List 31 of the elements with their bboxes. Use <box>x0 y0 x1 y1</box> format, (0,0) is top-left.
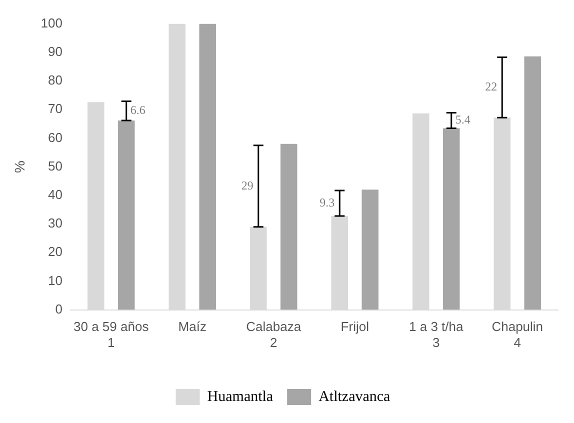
y-tick-label: 70 <box>48 101 62 116</box>
y-tick-label: 50 <box>48 158 62 174</box>
bar <box>442 128 460 310</box>
annotation: 5.4 <box>455 112 470 127</box>
y-tick-label: 40 <box>48 186 62 202</box>
bar <box>524 56 541 310</box>
bar <box>362 190 378 310</box>
y-tick-label: 30 <box>48 216 62 231</box>
y-tick-label: 20 <box>48 244 62 260</box>
bar <box>118 120 135 310</box>
y-tick-label: 0 <box>55 301 62 316</box>
legend-label: Atltzavanca <box>318 388 391 405</box>
annotation: 9.3 <box>320 195 335 210</box>
legend-label: Huamantla <box>207 388 274 405</box>
y-tick-label: 80 <box>48 72 62 88</box>
y-tick-label: 60 <box>48 130 62 145</box>
x-tick-label: 1 a 3 t/ha 3 <box>409 319 464 350</box>
bar <box>199 24 216 310</box>
y-tick-label: 10 <box>48 272 62 288</box>
annotation: 22 <box>485 80 498 94</box>
x-tick-label: Calabaza 2 <box>246 319 302 350</box>
y-axis-title: % <box>11 160 28 174</box>
x-tick-label: Maíz <box>178 319 206 334</box>
x-tick-label: 30 a 59 años 1 <box>74 319 150 350</box>
x-tick-label: Chapulin 4 <box>492 319 544 350</box>
bar <box>280 144 298 310</box>
x-tick-label: Frijol <box>340 319 370 334</box>
annotation: 29 <box>241 178 254 192</box>
annotation: 6.6 <box>130 103 146 118</box>
y-tick-label: 90 <box>48 44 62 59</box>
y-tick-label: 100 <box>40 15 62 30</box>
